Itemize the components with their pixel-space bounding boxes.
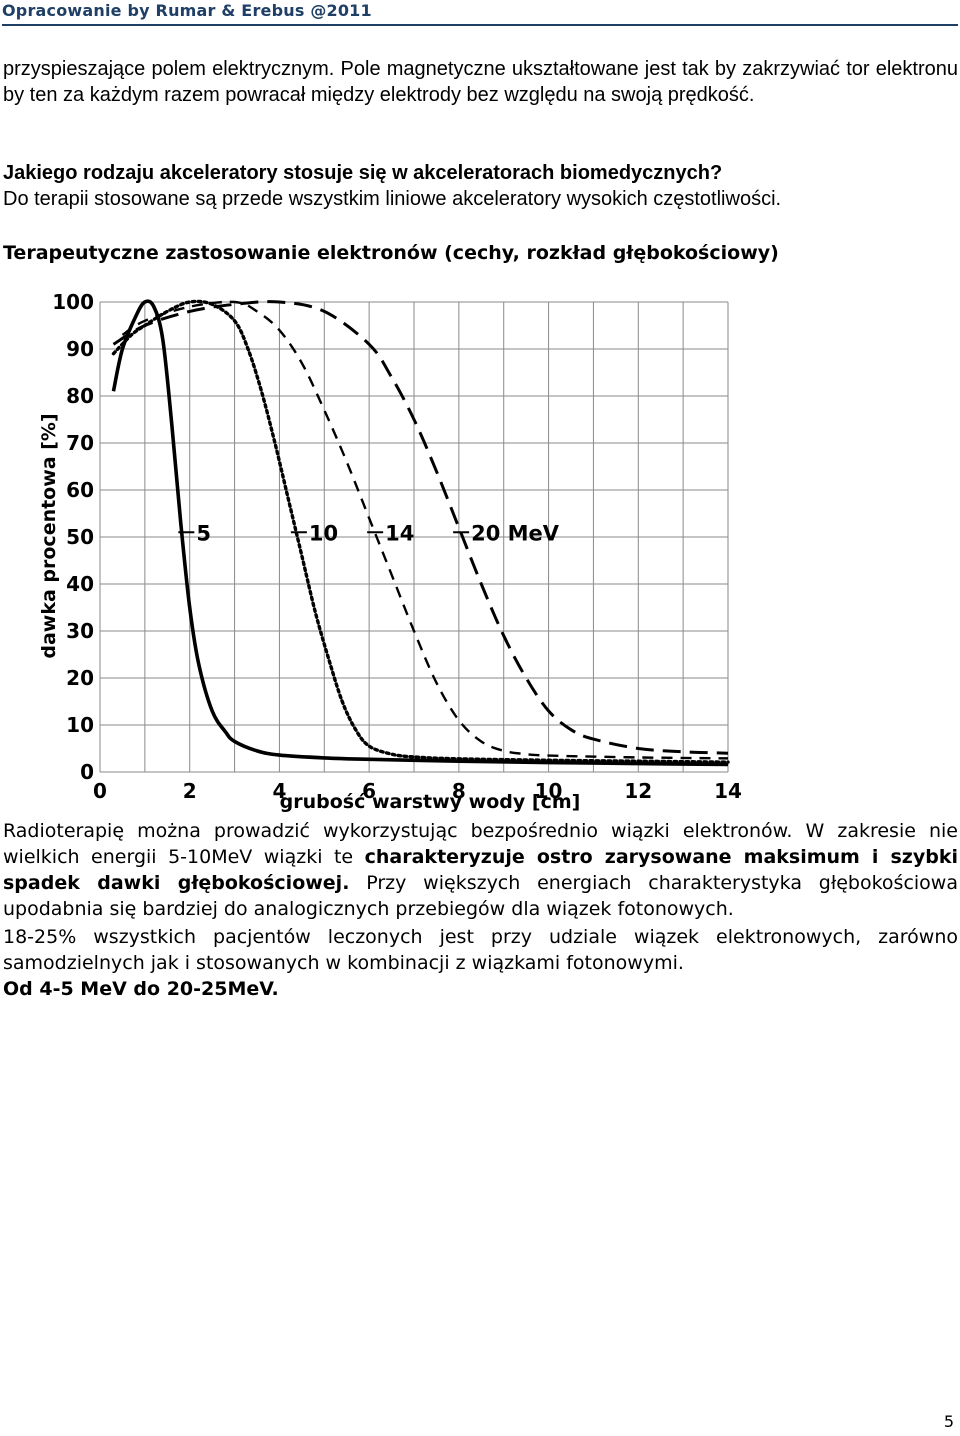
- x-axis-title: grubość warstwy wody [cm]: [280, 791, 581, 813]
- y-tick-label: 40: [66, 572, 94, 596]
- y-tick-label: 10: [66, 713, 94, 737]
- body-paragraph-2: 18-25% wszystkich pacjentów leczonych je…: [3, 926, 958, 974]
- curve-label: 20 MeV: [471, 521, 560, 545]
- intro-paragraph: przyspieszające polem elektrycznym. Pole…: [3, 58, 958, 106]
- chart-curves: [111, 299, 730, 767]
- depth-dose-chart: 0 2 4 6 8 10 12 14 0 10 20 30 40 50 60 70 80 90 100 5 10 14 2…: [38, 290, 742, 813]
- y-tick-label: 30: [66, 619, 94, 643]
- body-text-b: Przy większych energiach charakterystyka…: [3, 872, 958, 920]
- y-tick-label: 100: [52, 290, 94, 314]
- body-paragraph-1: Radioterapię można prowadzić wykorzystuj…: [3, 818, 958, 922]
- question-heading: Jakiego rodzaju akceleratory stosuje się…: [3, 162, 723, 184]
- series-line-5: [111, 299, 729, 767]
- x-tick-label: 0: [93, 779, 107, 803]
- y-tick-label: 20: [66, 666, 94, 690]
- body-paragraph-3: Od 4-5 MeV do 20-25MeV.: [3, 978, 279, 1000]
- y-tick-label: 0: [80, 760, 94, 784]
- x-tick-label: 2: [183, 779, 197, 803]
- series-line-10: [111, 299, 730, 764]
- x-tick-label: 12: [624, 779, 652, 803]
- series-line-14: [121, 300, 729, 760]
- body-text-bold: charakteryzuje ostro zarysowane maksimum…: [3, 846, 958, 894]
- chart-curve-labels: 5 10 14 20 MeV: [178, 521, 560, 545]
- y-tick-label: 80: [66, 384, 94, 408]
- y-tick-label: 70: [66, 431, 94, 455]
- header-title: Opracowanie by Rumar & Erebus @2011: [2, 1, 372, 20]
- body-text-a: Radioterapię można prowadzić wykorzystuj…: [3, 820, 958, 868]
- chart-ticks: 0 2 4 6 8 10 12 14 0 10 20 30 40 50 60 70 80 90 100: [52, 290, 742, 803]
- section-title: Terapeutyczne zastosowanie elektronów (c…: [3, 242, 779, 264]
- header-rule: [2, 24, 958, 26]
- page-header: Opracowanie by Rumar & Erebus @2011: [2, 0, 958, 26]
- x-tick-label: 4: [272, 779, 286, 803]
- curve-label: 10: [309, 521, 338, 545]
- y-tick-label: 50: [66, 525, 94, 549]
- curve-label: 5: [196, 521, 211, 545]
- y-tick-label: 90: [66, 337, 94, 361]
- y-tick-label: 60: [66, 478, 94, 502]
- x-tick-label: 14: [714, 779, 742, 803]
- x-tick-label: 6: [362, 779, 376, 803]
- page-number: 5: [943, 1412, 954, 1431]
- chart-grid: [99, 301, 729, 773]
- curve-label: 14: [385, 521, 414, 545]
- series-line-20-mev: [112, 300, 729, 755]
- x-tick-label: 8: [452, 779, 466, 803]
- answer-paragraph: Do terapii stosowane są przede wszystkim…: [3, 188, 782, 210]
- x-tick-label: 10: [535, 779, 563, 803]
- y-axis-title: dawka procentowa [%]: [38, 413, 60, 658]
